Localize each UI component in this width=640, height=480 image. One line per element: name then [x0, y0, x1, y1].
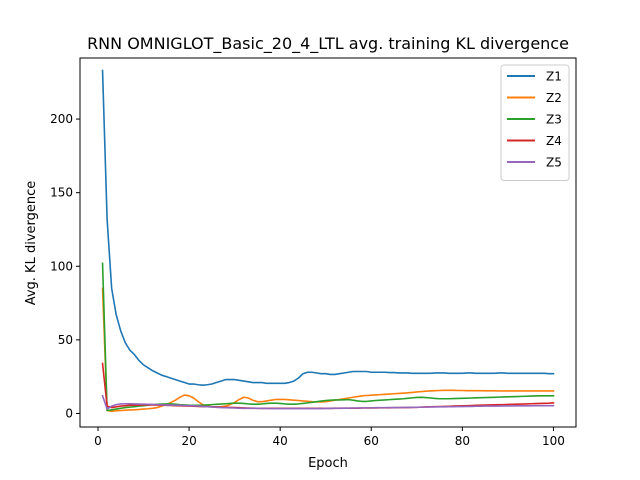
- y-tick-label: 200: [50, 112, 73, 126]
- y-tick-label: 50: [58, 333, 73, 347]
- axes-frame: [79, 57, 577, 428]
- plot-area: 0 20 40 60 80 100 0 50 100 150 200: [50, 57, 577, 448]
- x-tick-label: 40: [273, 434, 288, 448]
- series-line-z1: [101, 69, 555, 387]
- series-line-z3: [101, 262, 555, 412]
- legend-label-z3: Z3: [546, 113, 562, 127]
- x-tick-label: 60: [364, 434, 379, 448]
- legend: Z1 Z2 Z3 Z4 Z5: [500, 64, 570, 181]
- x-tick-label: 0: [94, 434, 102, 448]
- legend-label-z5: Z5: [546, 156, 562, 170]
- x-axis-label: Epoch: [308, 456, 348, 471]
- y-tick-label: 150: [50, 186, 73, 200]
- x-tick-label: 100: [542, 434, 565, 448]
- y-tick-label: 100: [50, 259, 73, 273]
- x-tick-label: 20: [181, 434, 196, 448]
- series-line-z2: [101, 287, 555, 413]
- legend-label-z1: Z1: [546, 70, 562, 84]
- x-tick-label: 80: [455, 434, 470, 448]
- y-tick-label: 0: [65, 406, 73, 420]
- legend-box: [500, 64, 570, 181]
- legend-label-z2: Z2: [546, 91, 562, 105]
- chart-title: RNN OMNIGLOT_Basic_20_4_LTL avg. trainin…: [87, 34, 569, 54]
- legend-label-z4: Z4: [546, 134, 562, 148]
- y-axis-label: Avg. KL divergence: [24, 181, 39, 306]
- series-line-z5: [101, 394, 555, 410]
